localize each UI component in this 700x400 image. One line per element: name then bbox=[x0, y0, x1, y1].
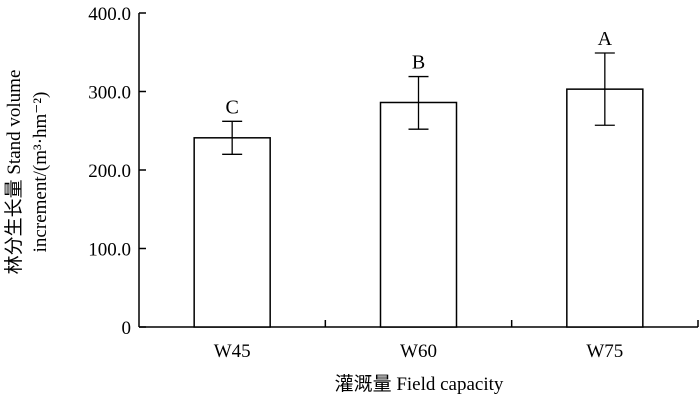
y-axis-title-line1: 林分生长量 Stand volume bbox=[3, 70, 25, 275]
bar bbox=[193, 137, 271, 328]
x-tick-label: W75 bbox=[586, 341, 623, 362]
significance-letter: A bbox=[598, 28, 613, 50]
error-bars-group bbox=[222, 52, 615, 155]
y-tick-label: 100.0 bbox=[88, 240, 131, 261]
y-tick-label: 300.0 bbox=[88, 83, 131, 104]
x-tick-label: W60 bbox=[400, 341, 437, 362]
y-axis-title-line2: increment/(m³·hm⁻²) bbox=[30, 92, 51, 253]
significance-letter: B bbox=[412, 52, 425, 74]
significance-letter: C bbox=[225, 96, 238, 118]
bars-group bbox=[193, 88, 644, 328]
bar bbox=[379, 101, 458, 328]
bar bbox=[566, 88, 644, 328]
y-tick-label: 200.0 bbox=[88, 161, 131, 182]
y-axis: 0 100.0 200.0 300.0 400.0 bbox=[88, 4, 146, 339]
x-axis-title: 灌溉量 Field capacity bbox=[335, 373, 504, 395]
y-tick-label: 0 bbox=[122, 318, 132, 339]
x-tick-label: W45 bbox=[214, 341, 251, 362]
y-tick-label: 400.0 bbox=[88, 4, 131, 25]
significance-letters-group: C B A bbox=[225, 28, 612, 118]
